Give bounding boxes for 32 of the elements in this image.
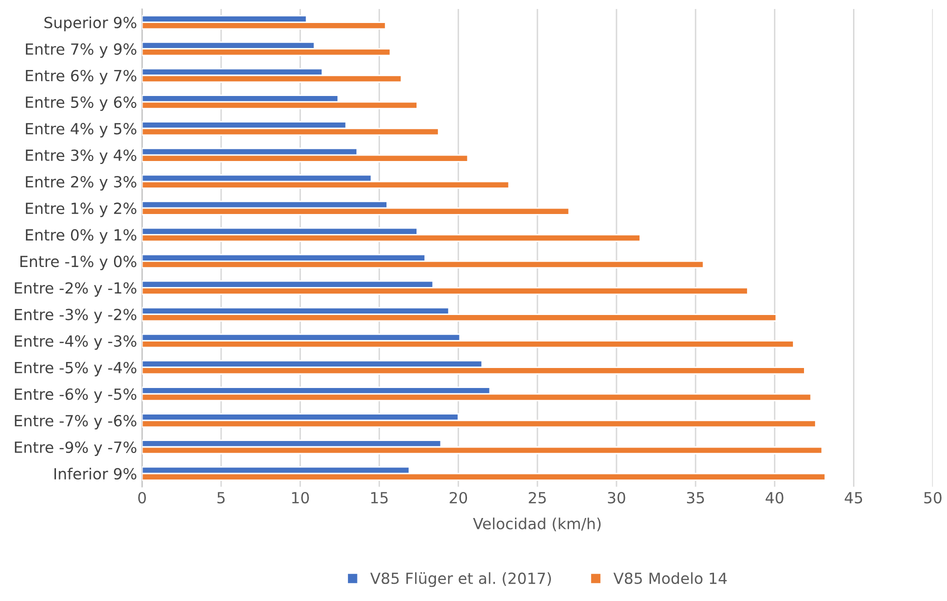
- y-tick-label: Entre -2% y -1%: [14, 282, 136, 297]
- y-tick-label: Entre -1% y 0%: [20, 256, 136, 270]
- y-tick-label: Entre 1% y 2%: [26, 202, 136, 218]
- x-tick-label: 20: [450, 492, 468, 504]
- y-tick-label: Entre 7% y 9%: [26, 43, 136, 58]
- y-tick-label: Entre 5% y 6%: [26, 96, 136, 111]
- x-tick-label: 30: [608, 492, 626, 504]
- x-axis-title: Velocidad (km/h): [473, 518, 601, 532]
- y-tick-label: Entre 0% y 1%: [26, 229, 136, 244]
- x-tick-label: 50: [924, 492, 942, 504]
- x-tick-label: 45: [844, 492, 862, 504]
- y-tick-label: Entre -3% y -2%: [14, 308, 136, 324]
- y-tick-label: Entre -5% y -4%: [14, 362, 136, 376]
- y-tick-label: Entre -7% y -6%: [14, 414, 136, 430]
- legend-label: V85 Flüger et al. (2017): [370, 572, 551, 588]
- y-tick-label: Entre -6% y -5%: [14, 388, 136, 403]
- x-tick-label: 10: [292, 492, 309, 504]
- x-tick-label: 0: [138, 492, 146, 504]
- y-tick-label: Entre -4% y -3%: [14, 335, 136, 350]
- y-tick-label: Inferior 9%: [54, 468, 136, 480]
- legend-label: V85 Modelo 14: [613, 572, 727, 584]
- x-tick-label: 35: [687, 492, 704, 504]
- x-tick-label: 25: [528, 492, 546, 504]
- x-tick-label: 5: [217, 492, 225, 504]
- y-tick-label: Superior 9%: [44, 16, 136, 32]
- x-tick-label: 15: [371, 492, 388, 504]
- y-tick-label: Entre 3% y 4%: [26, 149, 136, 164]
- y-tick-label: Entre 4% y 5%: [26, 122, 136, 138]
- y-tick-label: Entre 2% y 3%: [26, 176, 136, 191]
- y-tick-label: Entre -9% y -7%: [14, 441, 136, 456]
- y-tick-label: Entre 6% y 7%: [26, 70, 136, 84]
- x-tick-label: 40: [766, 492, 784, 504]
